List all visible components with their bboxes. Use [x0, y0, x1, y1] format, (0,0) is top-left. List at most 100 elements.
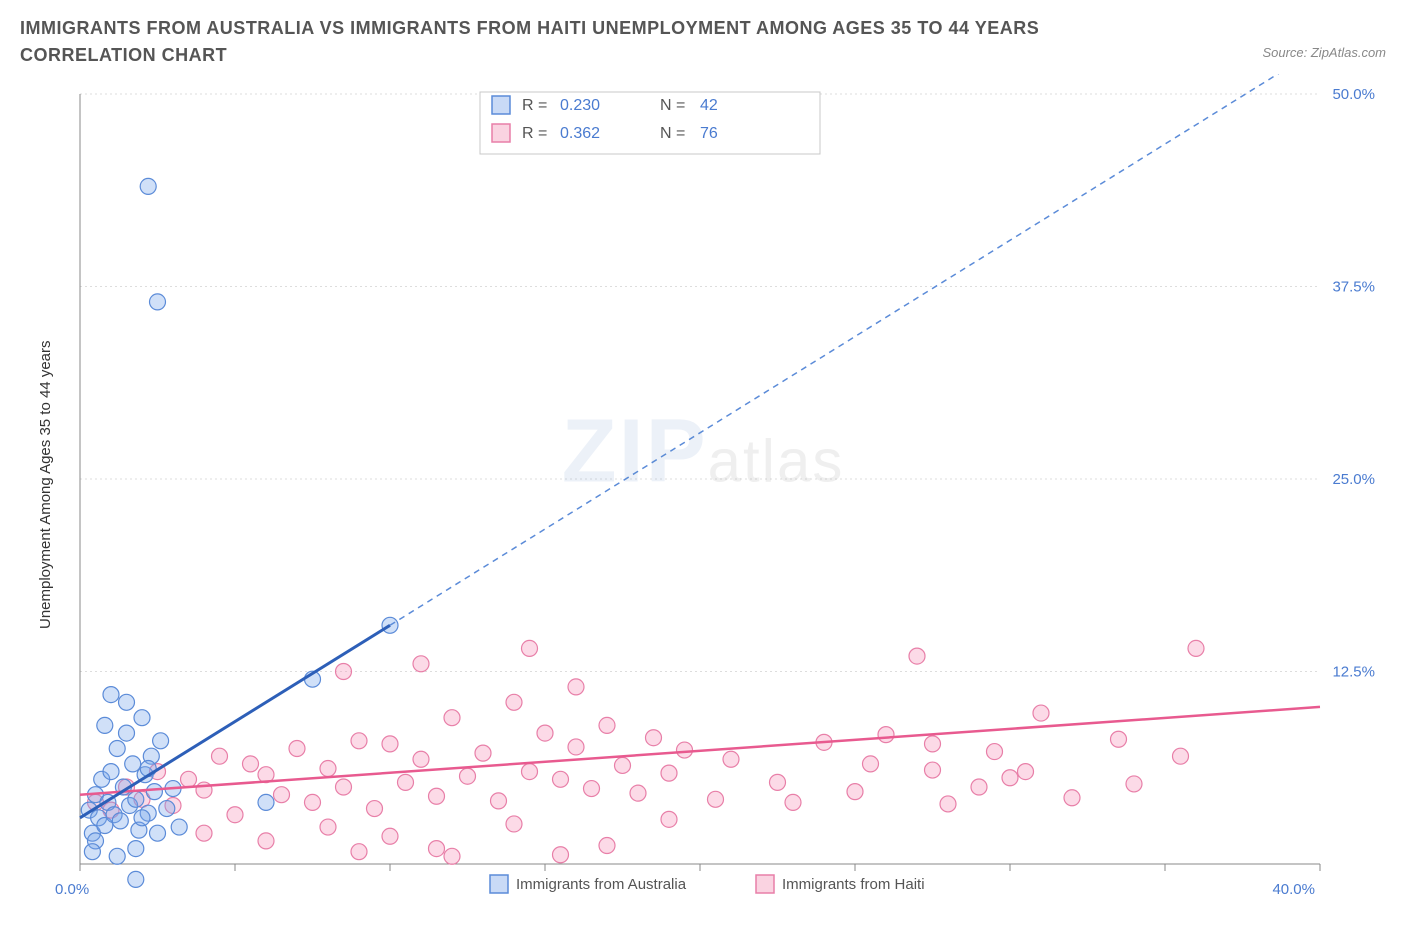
- chart-source: Source: ZipAtlas.com: [1262, 15, 1386, 60]
- data-point-haiti: [1064, 790, 1080, 806]
- data-point-haiti: [289, 741, 305, 757]
- data-point-haiti: [708, 791, 724, 807]
- data-point-haiti: [1173, 748, 1189, 764]
- data-point-haiti: [646, 730, 662, 746]
- data-point-haiti: [305, 794, 321, 810]
- data-point-australia: [128, 841, 144, 857]
- data-point-australia: [84, 844, 100, 860]
- data-point-haiti: [351, 733, 367, 749]
- data-point-australia: [146, 784, 162, 800]
- data-point-haiti: [382, 736, 398, 752]
- data-point-haiti: [971, 779, 987, 795]
- y-tick-label: 37.5%: [1332, 279, 1375, 296]
- data-point-haiti: [460, 768, 476, 784]
- data-point-australia: [109, 848, 125, 864]
- data-point-haiti: [1002, 770, 1018, 786]
- data-point-australia: [128, 791, 144, 807]
- data-point-haiti: [584, 781, 600, 797]
- legend-n-label: N =: [660, 125, 685, 142]
- data-point-australia: [103, 764, 119, 780]
- data-point-haiti: [537, 725, 553, 741]
- data-point-haiti: [785, 794, 801, 810]
- data-point-australia: [112, 813, 128, 829]
- data-point-haiti: [553, 847, 569, 863]
- data-point-haiti: [444, 710, 460, 726]
- data-point-haiti: [382, 828, 398, 844]
- data-point-australia: [171, 819, 187, 835]
- data-point-australia: [103, 687, 119, 703]
- data-point-haiti: [599, 717, 615, 733]
- data-point-haiti: [770, 774, 786, 790]
- data-point-haiti: [196, 825, 212, 841]
- data-point-australia: [153, 733, 169, 749]
- data-point-haiti: [568, 679, 584, 695]
- data-point-australia: [109, 741, 125, 757]
- data-point-haiti: [413, 751, 429, 767]
- data-point-australia: [134, 810, 150, 826]
- data-point-haiti: [1188, 640, 1204, 656]
- x-label-max: 40.0%: [1272, 881, 1315, 898]
- trendline-australia-extrapolated: [390, 74, 1320, 625]
- data-point-haiti: [181, 771, 197, 787]
- data-point-haiti: [615, 757, 631, 773]
- data-point-haiti: [320, 761, 336, 777]
- data-point-haiti: [630, 785, 646, 801]
- data-point-haiti: [925, 762, 941, 778]
- data-point-haiti: [677, 742, 693, 758]
- data-point-haiti: [1018, 764, 1034, 780]
- data-point-haiti: [506, 694, 522, 710]
- data-point-haiti: [227, 807, 243, 823]
- data-point-australia: [119, 725, 135, 741]
- y-tick-label: 12.5%: [1332, 664, 1375, 681]
- data-point-haiti: [522, 764, 538, 780]
- data-point-australia: [134, 710, 150, 726]
- legend-r-value: 0.230: [560, 97, 600, 114]
- data-point-haiti: [274, 787, 290, 803]
- data-point-australia: [97, 717, 113, 733]
- data-point-haiti: [553, 771, 569, 787]
- data-point-haiti: [1126, 776, 1142, 792]
- data-point-haiti: [940, 796, 956, 812]
- data-point-haiti: [847, 784, 863, 800]
- legend-n-label: N =: [660, 97, 685, 114]
- legend-swatch: [492, 124, 510, 142]
- data-point-haiti: [243, 756, 259, 772]
- data-point-australia: [159, 801, 175, 817]
- data-point-haiti: [987, 744, 1003, 760]
- x-label-min: 0.0%: [55, 881, 89, 898]
- data-point-haiti: [723, 751, 739, 767]
- legend-swatch: [492, 96, 510, 114]
- y-tick-label: 25.0%: [1332, 471, 1375, 488]
- data-point-haiti: [351, 844, 367, 860]
- bottom-legend-swatch: [756, 875, 774, 893]
- legend-n-value: 76: [700, 125, 718, 142]
- data-point-haiti: [925, 736, 941, 752]
- data-point-haiti: [661, 765, 677, 781]
- chart-title: IMMIGRANTS FROM AUSTRALIA VS IMMIGRANTS …: [20, 15, 1120, 69]
- data-point-haiti: [863, 756, 879, 772]
- data-point-haiti: [1033, 705, 1049, 721]
- data-point-haiti: [909, 648, 925, 664]
- data-point-haiti: [475, 745, 491, 761]
- data-point-australia: [150, 294, 166, 310]
- data-point-haiti: [320, 819, 336, 835]
- data-point-haiti: [661, 811, 677, 827]
- data-point-haiti: [367, 801, 383, 817]
- data-point-haiti: [336, 664, 352, 680]
- data-point-haiti: [1111, 731, 1127, 747]
- data-point-haiti: [398, 774, 414, 790]
- data-point-australia: [258, 794, 274, 810]
- data-point-haiti: [429, 841, 445, 857]
- data-point-haiti: [258, 833, 274, 849]
- data-point-haiti: [878, 727, 894, 743]
- data-point-australia: [140, 178, 156, 194]
- data-point-haiti: [491, 793, 507, 809]
- bottom-legend-label: Immigrants from Haiti: [782, 876, 925, 893]
- scatter-chart: 12.5%25.0%37.5%50.0%0.0%40.0%Unemploymen…: [20, 74, 1386, 914]
- legend-n-value: 42: [700, 97, 718, 114]
- data-point-haiti: [522, 640, 538, 656]
- data-point-haiti: [413, 656, 429, 672]
- legend-r-value: 0.362: [560, 125, 600, 142]
- y-tick-label: 50.0%: [1332, 86, 1375, 103]
- data-point-haiti: [212, 748, 228, 764]
